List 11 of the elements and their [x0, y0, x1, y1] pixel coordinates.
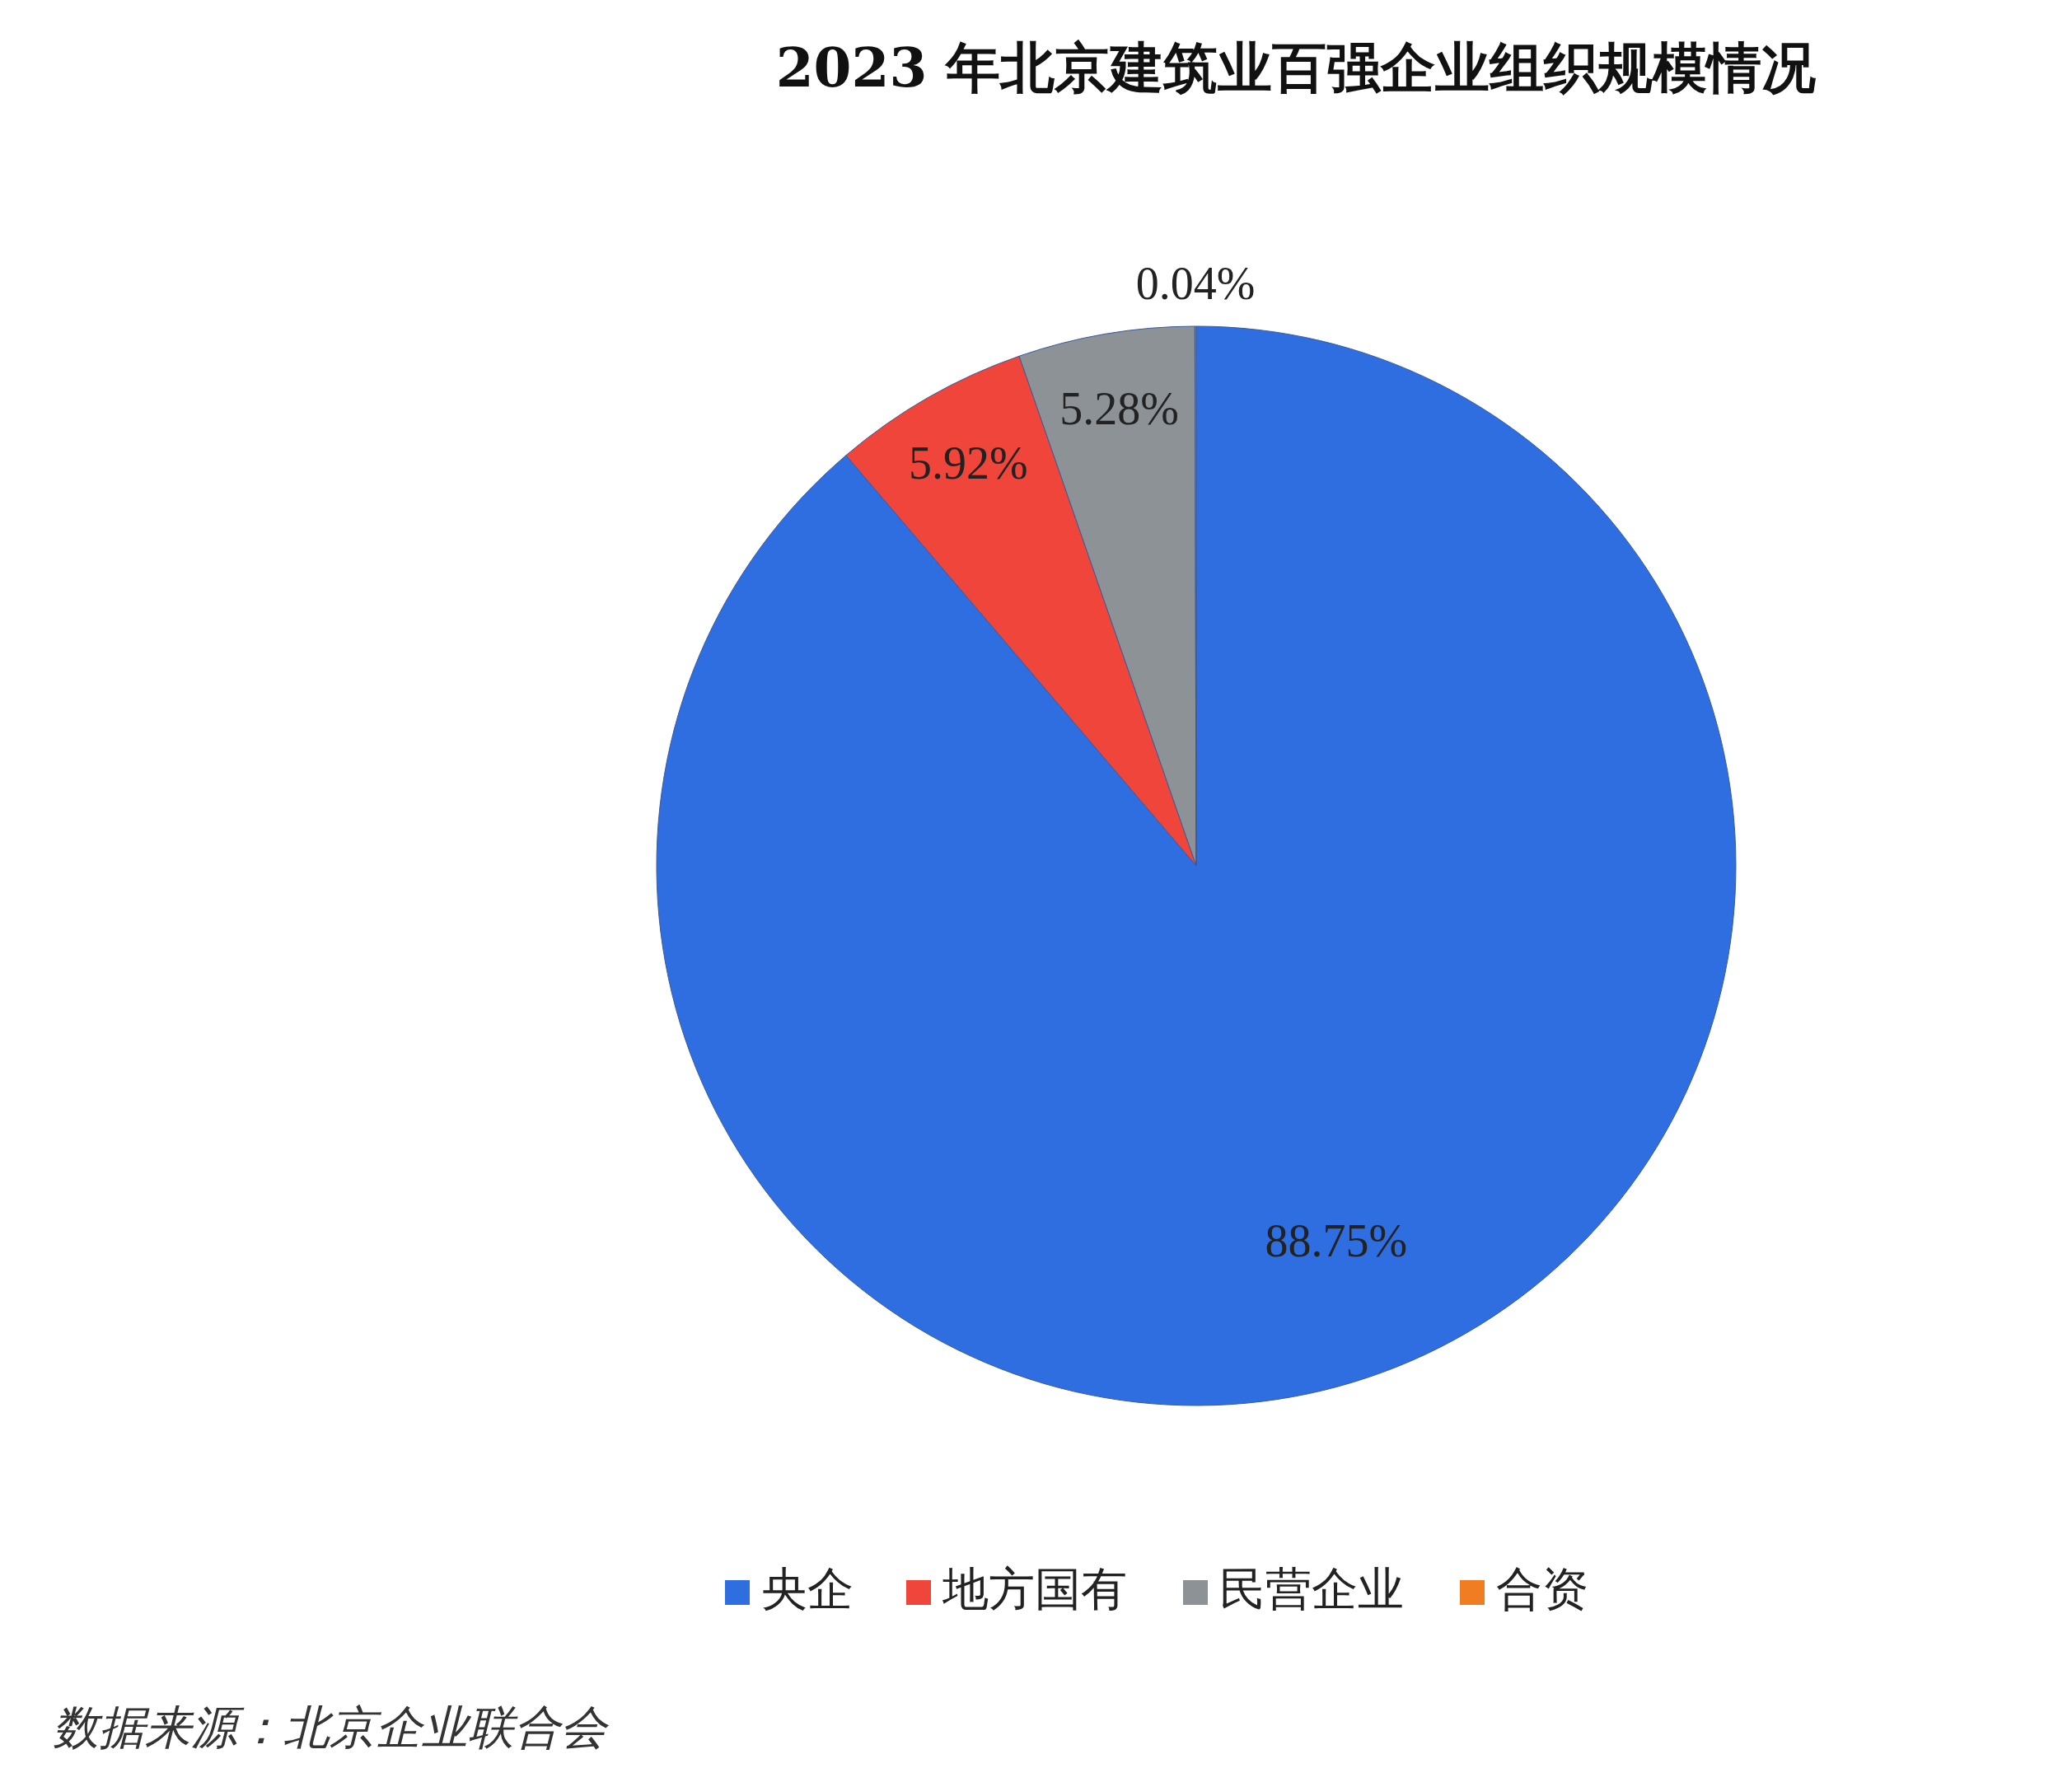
chart-title: 2023 年北京建筑业百强企业组织规模情况 [775, 35, 1817, 100]
pie-slice [657, 325, 1737, 1406]
legend-label: 民营企业 [1219, 1562, 1404, 1616]
data-label: 88.75% [1265, 1214, 1408, 1266]
data-label: 0.04% [1135, 257, 1256, 310]
legend-label: 央企 [761, 1562, 854, 1616]
source-note: 数据来源：北京企业联合会 [53, 1700, 610, 1755]
legend-label: 地方国有 [942, 1562, 1127, 1616]
legend-label: 合资 [1496, 1562, 1588, 1616]
data-label: 5.92% [908, 437, 1028, 489]
data-label: 5.28% [1059, 382, 1180, 434]
